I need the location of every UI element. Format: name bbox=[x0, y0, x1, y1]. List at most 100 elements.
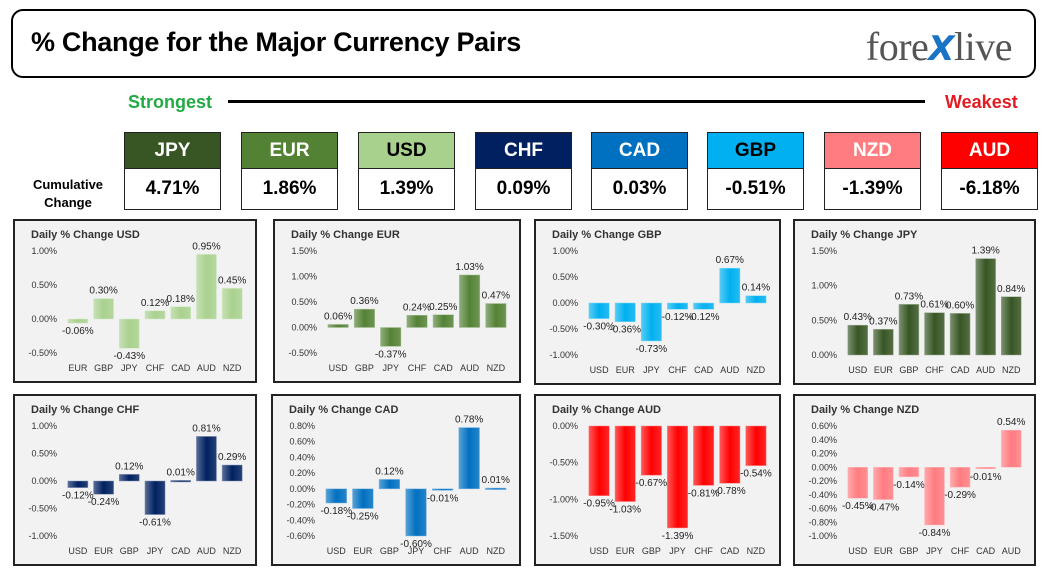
bar-cad bbox=[949, 313, 971, 356]
y-tick-label: 0.20% bbox=[811, 449, 837, 459]
data-label: 0.01% bbox=[167, 467, 195, 478]
data-label: 0.84% bbox=[997, 284, 1025, 295]
currency-code: CHF bbox=[475, 132, 572, 169]
bar-jpy bbox=[119, 318, 140, 349]
y-tick-label: -1.00% bbox=[28, 531, 57, 541]
data-label: 0.73% bbox=[895, 291, 923, 302]
page-title: % Change for the Major Currency Pairs bbox=[31, 27, 522, 57]
x-tick-label: AUD bbox=[197, 546, 217, 556]
x-tick-label: USD bbox=[848, 546, 868, 556]
chart-svg: Daily % Change GBP1.00%0.50%0.00%-0.50%-… bbox=[549, 229, 770, 375]
x-tick-label: NZD bbox=[223, 363, 242, 373]
forexlive-logo: foreXlive bbox=[865, 24, 1013, 69]
x-tick-label: CAD bbox=[976, 546, 996, 556]
bar-cad bbox=[170, 306, 191, 320]
x-tick-label: EUR bbox=[353, 546, 373, 556]
y-tick-label: -1.00% bbox=[549, 350, 578, 360]
x-tick-label: NZD bbox=[487, 363, 506, 373]
daily-change-chart-8: Daily % Change NZD 0.60% 0.40% 0.20% 0.00% -0… bbox=[793, 394, 1036, 566]
chart-svg: Daily % Change JPY 1.50% 1.00% 0.50% 0.00% 0.… bbox=[811, 229, 1025, 375]
bar-usd bbox=[588, 425, 610, 496]
bar-aud bbox=[1000, 429, 1022, 468]
bar-usd bbox=[67, 480, 89, 488]
x-tick-label: NZD bbox=[486, 546, 505, 556]
y-tick-label: -0.50% bbox=[28, 504, 57, 514]
cumulative-change-value: -6.18% bbox=[941, 169, 1038, 210]
bar-usd bbox=[588, 302, 610, 319]
x-tick-label: EUR bbox=[94, 546, 114, 556]
data-label: -0.67% bbox=[636, 478, 668, 489]
chart-title: Daily % Change GBP bbox=[552, 229, 661, 241]
header-banner: % Change for the Major Currency Pairs fo… bbox=[11, 9, 1036, 78]
bar-chf bbox=[693, 425, 715, 486]
daily-change-chart-2: Daily % Change EUR 1.50% 1.00% 0.50% 0.00% -0… bbox=[273, 219, 521, 383]
data-label: -0.37% bbox=[375, 349, 407, 360]
currency-code: NZD bbox=[824, 132, 921, 169]
cumulative-change-value: 4.71% bbox=[124, 169, 221, 210]
cumulative-change-value: 1.86% bbox=[241, 169, 338, 210]
x-tick-label: EUR bbox=[68, 363, 88, 373]
data-label: -0.06% bbox=[62, 326, 94, 337]
strength-range-line bbox=[228, 100, 925, 103]
bar-eur bbox=[352, 488, 374, 509]
bar-chf bbox=[924, 312, 945, 356]
bar-usd bbox=[325, 488, 347, 504]
bar-jpy bbox=[640, 302, 662, 342]
data-label: -1.39% bbox=[662, 531, 694, 542]
bar-nzd bbox=[221, 464, 243, 482]
data-label: 0.30% bbox=[89, 286, 117, 297]
data-label: -0.43% bbox=[113, 351, 145, 362]
bar-nzd bbox=[1000, 296, 1022, 356]
daily-change-chart-5: Daily % Change CHF 1.00% 0.50% 0.00% -0.50% -… bbox=[13, 394, 257, 566]
data-label: 0.81% bbox=[192, 423, 220, 434]
data-label: -0.60% bbox=[400, 539, 432, 550]
daily-change-chart-4: Daily % Change JPY 1.50% 1.00% 0.50% 0.00% 0.… bbox=[793, 219, 1036, 385]
x-tick-label: CHF bbox=[433, 546, 452, 556]
x-tick-label: USD bbox=[327, 546, 347, 556]
y-tick-label: 1.00% bbox=[811, 281, 837, 291]
x-tick-label: GBP bbox=[94, 363, 113, 373]
cumulative-change-value: 0.03% bbox=[591, 169, 688, 210]
bar-aud bbox=[459, 274, 481, 328]
x-tick-label: JPY bbox=[121, 363, 138, 373]
x-tick-label: CAD bbox=[171, 546, 191, 556]
cumulative-change-label: Cumulative Change bbox=[32, 177, 104, 210]
y-tick-label: 1.50% bbox=[291, 246, 317, 256]
bar-jpy bbox=[380, 327, 402, 347]
y-tick-label: 0.00% bbox=[31, 314, 57, 324]
data-label: 0.60% bbox=[946, 300, 974, 311]
y-tick-label: -0.60% bbox=[808, 504, 837, 514]
bar-chf bbox=[431, 488, 454, 491]
x-tick-label: NZD bbox=[223, 546, 242, 556]
y-tick-label: 0.60% bbox=[289, 437, 315, 447]
x-tick-label: GBP bbox=[380, 546, 399, 556]
data-label: 0.29% bbox=[218, 452, 246, 463]
chart-svg: Daily % Change NZD 0.60% 0.40% 0.20% 0.00% -0… bbox=[808, 404, 1025, 556]
y-tick-label: -0.40% bbox=[808, 490, 837, 500]
data-label: -0.73% bbox=[636, 344, 668, 355]
y-tick-label: 0.60% bbox=[811, 421, 837, 431]
bar-usd bbox=[847, 324, 869, 356]
chart-title: Daily % Change AUD bbox=[552, 404, 661, 416]
data-label: 0.43% bbox=[844, 312, 872, 323]
x-tick-label: USD bbox=[848, 365, 868, 375]
data-label: 0.47% bbox=[482, 291, 510, 302]
x-tick-label: JPY bbox=[408, 546, 425, 556]
bar-nzd bbox=[485, 303, 507, 328]
x-tick-label: CHF bbox=[951, 546, 970, 556]
bar-eur bbox=[93, 480, 114, 495]
bar-aud bbox=[196, 436, 217, 482]
daily-change-chart-7: Daily % Change AUD 0.00% -0.50% -1.00% -1.50… bbox=[534, 394, 781, 566]
data-label: -0.12% bbox=[62, 491, 94, 502]
currency-box-cad: CAD 0.03% bbox=[591, 132, 688, 212]
data-label: 0.54% bbox=[997, 417, 1025, 428]
bar-cad bbox=[432, 314, 454, 328]
currency-box-aud: AUD -6.18% bbox=[941, 132, 1038, 212]
data-label: -0.95% bbox=[583, 499, 615, 510]
y-tick-label: -0.20% bbox=[808, 476, 837, 486]
data-label: 1.03% bbox=[455, 262, 483, 273]
chart-title: Daily % Change NZD bbox=[811, 404, 919, 416]
x-tick-label: JPY bbox=[926, 546, 943, 556]
chart-svg: Daily % Change CAD 0.80% 0.60% 0.40% 0.20% 0.… bbox=[286, 404, 510, 556]
bar-chf bbox=[406, 315, 428, 328]
